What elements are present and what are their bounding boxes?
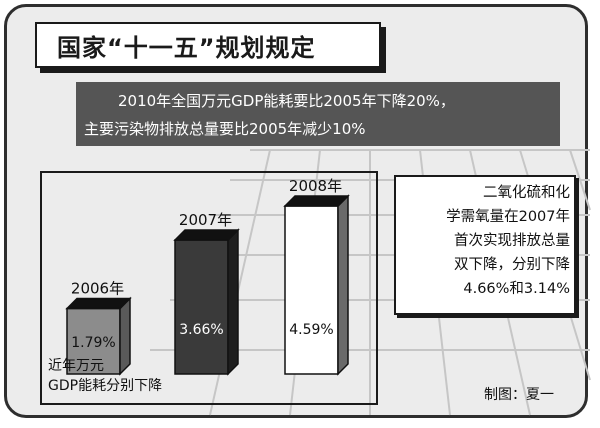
bar-front-3 [284, 205, 339, 375]
bar-top-3 [283, 195, 350, 207]
note-text: 二氧化硫和化 学需氧量在2007年 首次实现排放总量 双下降，分别下降 4.66… [446, 185, 570, 297]
bar-side-3 [337, 194, 349, 376]
bar-year-label-1: 2006年 [71, 279, 124, 297]
bar-chart: 2006年 1.79% 2007年 3.66% 2008年 4.59% [65, 177, 350, 376]
credit: 制图：夏一 [484, 387, 554, 403]
bar-year-label-2: 2007年 [179, 211, 232, 229]
subtitle-line-2: 主要污染物排放总量要比2005年减少10% [84, 120, 366, 138]
bar-top-2 [173, 229, 240, 241]
chart-caption-line-1: 近年万元 [48, 358, 104, 374]
bar-side-2 [227, 228, 239, 376]
chart-panel [40, 171, 378, 405]
bar-value-label-3: 4.59% [289, 322, 333, 338]
subtitle-box: 2010年全国万元GDP能耗要比2005年下降20%， 主要污染物排放总量要比2… [76, 82, 560, 146]
bar-value-label-2: 3.66% [179, 322, 223, 338]
chart-caption: 近年万元 GDP能耗分别下降 [48, 356, 162, 396]
page-title: 国家“十一五”规划规定 [57, 34, 316, 62]
bar-value-label-1: 1.79% [71, 335, 115, 351]
bar-front-2 [174, 239, 229, 375]
subtitle-line-1: 2010年全国万元GDP能耗要比2005年下降20%， [118, 92, 455, 110]
title-box: 国家“十一五”规划规定 [35, 22, 381, 68]
bar-year-label-3: 2008年 [289, 177, 342, 195]
bar-top-1 [65, 297, 132, 310]
note-box: 二氧化硫和化 学需氧量在2007年 首次实现排放总量 双下降，分别下降 4.66… [394, 175, 576, 315]
chart-caption-line-2: GDP能耗分别下降 [48, 378, 163, 394]
